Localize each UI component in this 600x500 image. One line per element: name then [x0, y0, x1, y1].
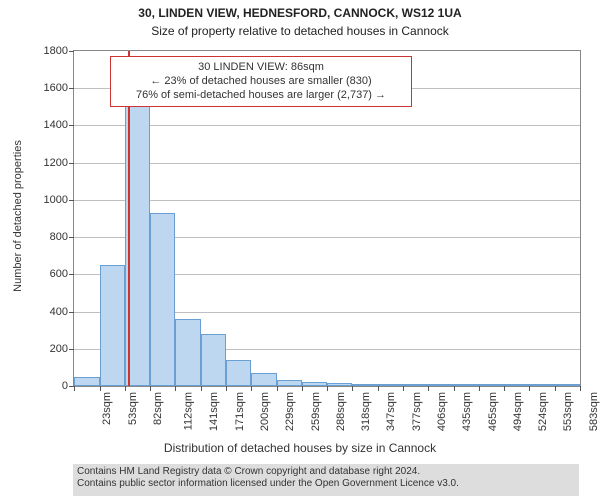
x-tick	[302, 386, 303, 391]
x-tick	[454, 386, 455, 391]
x-tick	[251, 386, 252, 391]
x-tick-label: 553sqm	[562, 392, 574, 431]
y-tick-label: 1400	[44, 119, 74, 131]
histogram-bar	[74, 377, 100, 386]
histogram-bar	[327, 383, 352, 386]
x-tick	[74, 386, 75, 391]
histogram-bar	[277, 380, 302, 386]
x-tick	[277, 386, 278, 391]
histogram-bar	[302, 382, 328, 386]
histogram-bar	[378, 384, 403, 386]
x-axis-title: Distribution of detached houses by size …	[0, 441, 600, 455]
annotation-box: 30 LINDEN VIEW: 86sqm← 23% of detached h…	[110, 56, 412, 107]
x-tick	[403, 386, 404, 391]
histogram-bar	[504, 384, 529, 386]
y-tick-label: 0	[62, 380, 74, 392]
histogram-bar	[150, 213, 175, 386]
y-tick-label: 400	[50, 306, 74, 318]
histogram-bar	[403, 384, 428, 386]
x-tick-label: 229sqm	[284, 392, 296, 431]
y-tick-label: 1600	[44, 82, 74, 94]
x-tick-label: 583sqm	[588, 392, 600, 431]
y-tick-label: 1000	[44, 194, 74, 206]
x-tick-label: 53sqm	[127, 392, 139, 425]
chart-container: 30, LINDEN VIEW, HEDNESFORD, CANNOCK, WS…	[0, 0, 600, 500]
x-tick-label: 141sqm	[209, 392, 221, 431]
histogram-bar	[226, 360, 251, 386]
x-tick	[555, 386, 556, 391]
y-tick-label: 200	[50, 343, 74, 355]
x-tick	[504, 386, 505, 391]
histogram-bar	[529, 384, 555, 386]
x-tick-label: 318sqm	[361, 392, 373, 431]
annotation-line: 30 LINDEN VIEW: 86sqm	[117, 61, 405, 75]
x-tick	[201, 386, 202, 391]
y-tick-label: 1200	[44, 157, 74, 169]
footer-line2: Contains public sector information licen…	[77, 478, 575, 490]
x-tick-label: 112sqm	[183, 392, 195, 430]
histogram-bar	[555, 384, 580, 386]
chart-title-line2: Size of property relative to detached ho…	[0, 24, 600, 38]
x-tick-label: 171sqm	[234, 392, 246, 431]
histogram-bar	[201, 334, 226, 386]
y-axis-title: Number of detached properties	[12, 116, 24, 316]
x-tick-label: 524sqm	[538, 392, 550, 431]
attribution-footer: Contains HM Land Registry data © Crown c…	[73, 464, 579, 496]
x-tick	[529, 386, 530, 391]
x-tick-label: 347sqm	[385, 392, 397, 431]
x-tick	[352, 386, 353, 391]
x-tick	[580, 386, 581, 391]
x-tick-label: 494sqm	[512, 392, 524, 431]
histogram-bar	[454, 384, 479, 386]
histogram-bar	[175, 319, 201, 386]
histogram-bar	[100, 265, 125, 386]
y-tick-label: 600	[50, 268, 74, 280]
x-tick	[428, 386, 429, 391]
x-tick	[226, 386, 227, 391]
x-tick-label: 200sqm	[259, 392, 271, 431]
y-tick-label: 800	[50, 231, 74, 243]
x-tick-label: 23sqm	[101, 392, 113, 425]
chart-title-line1: 30, LINDEN VIEW, HEDNESFORD, CANNOCK, WS…	[0, 6, 600, 20]
x-tick-label: 465sqm	[487, 392, 499, 431]
annotation-line: 76% of semi-detached houses are larger (…	[117, 89, 405, 103]
histogram-bar	[251, 373, 277, 386]
x-tick-label: 406sqm	[436, 392, 448, 431]
x-tick-label: 435sqm	[461, 392, 473, 431]
x-tick	[150, 386, 151, 391]
annotation-line: ← 23% of detached houses are smaller (83…	[117, 75, 405, 89]
footer-line1: Contains HM Land Registry data © Crown c…	[77, 466, 575, 478]
histogram-bar	[479, 384, 505, 386]
x-tick	[100, 386, 101, 391]
x-tick-label: 377sqm	[411, 392, 423, 431]
x-tick-label: 288sqm	[335, 392, 347, 431]
x-tick	[479, 386, 480, 391]
x-tick	[327, 386, 328, 391]
x-tick-label: 82sqm	[152, 392, 164, 425]
histogram-bar	[352, 384, 378, 386]
x-tick	[175, 386, 176, 391]
x-tick	[125, 386, 126, 391]
x-tick	[378, 386, 379, 391]
histogram-bar	[428, 384, 454, 386]
x-tick-label: 259sqm	[310, 392, 322, 431]
y-tick-label: 1800	[44, 45, 74, 57]
